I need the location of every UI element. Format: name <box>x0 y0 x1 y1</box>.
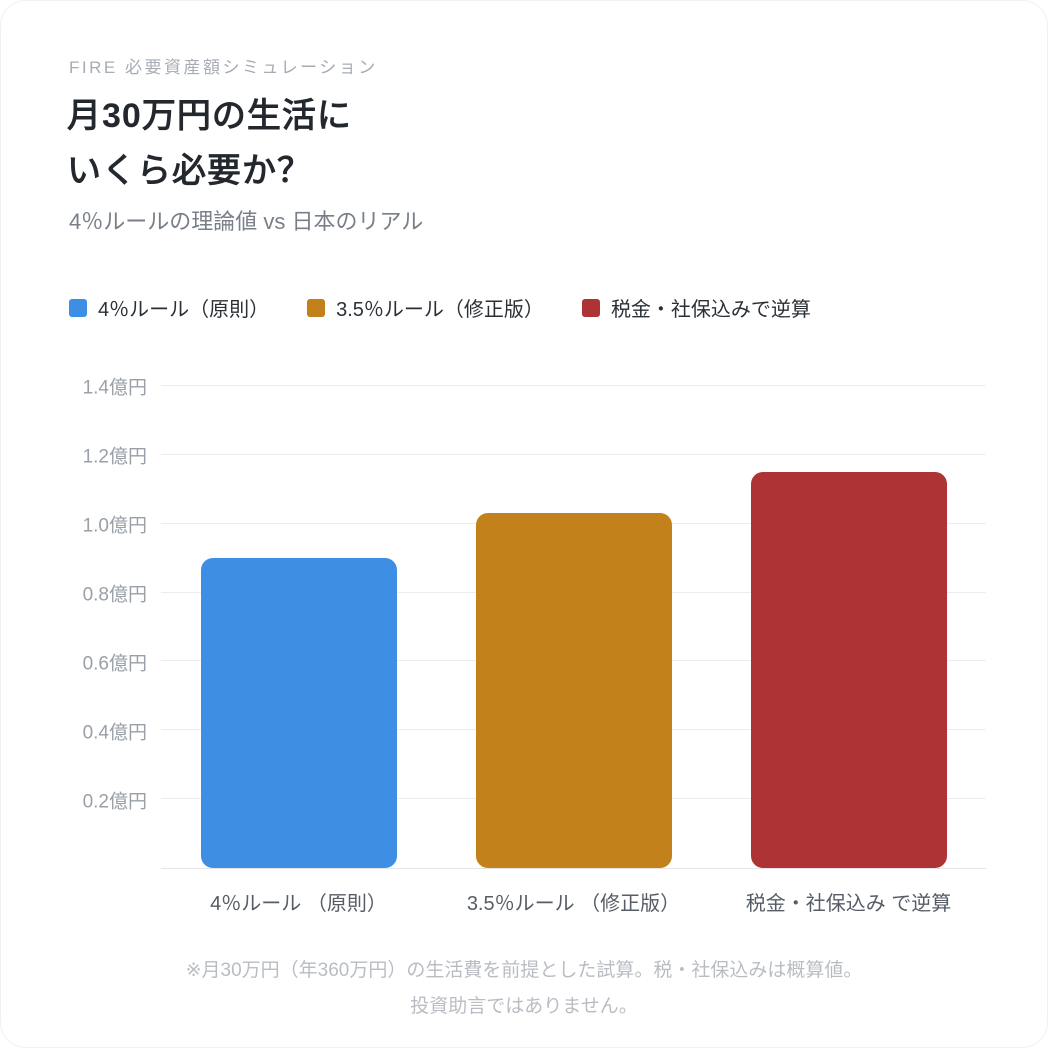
x-category-label-2: 税金・社保込み で逆算 <box>745 893 952 915</box>
eyebrow: FIRE 必要資産額シミュレーション <box>69 58 378 77</box>
y-tick-label: 1.0億円 <box>82 515 147 537</box>
plot-area <box>161 385 986 869</box>
x-category-label-1: 3.5％ルール （修正版） <box>466 893 681 915</box>
legend-item-0[interactable]: 4％ルール（原則） <box>69 293 269 322</box>
bar-slot <box>161 386 436 868</box>
y-tick-label: 1.2億円 <box>82 446 147 468</box>
bar-1[interactable] <box>475 513 672 868</box>
y-tick-label: 0.8億円 <box>82 584 147 606</box>
x-axis-labels: 4％ルール （原則） 3.5％ルール （修正版） 税金・社保込み で逆算 <box>161 887 986 916</box>
legend-swatch-icon <box>581 298 600 317</box>
legend-label: 税金・社保込みで逆算 <box>610 299 811 321</box>
legend-item-1[interactable]: 3.5％ルール（修正版） <box>307 293 544 322</box>
bar-slot <box>436 386 711 868</box>
legend-label: 3.5％ルール（修正版） <box>336 299 544 321</box>
gridline <box>161 385 986 386</box>
y-tick-label: 0.6億円 <box>82 653 147 675</box>
y-tick-label: 0.2億円 <box>82 791 147 813</box>
legend-swatch-icon <box>69 298 87 317</box>
y-tick-label: 1.4億円 <box>82 377 147 399</box>
subtitle: 4％ルールの理論値 vs 日本のリアル <box>69 209 424 234</box>
bar-2[interactable] <box>750 472 947 868</box>
legend-swatch-icon <box>307 298 326 317</box>
y-axis-labels: 0.2億円 0.4億円 0.6億円 0.8億円 1.0億円 1.2億円 1.4億円 <box>1 378 147 869</box>
y-tick-label: 0.4億円 <box>82 722 147 744</box>
gridline <box>161 453 986 455</box>
page-title: 月30万円の生活に いくら必要か？ <box>67 89 352 199</box>
footnote-line-2: 投資助言ではありません。 <box>410 996 638 1018</box>
legend: 4％ルール（原則） 3.5％ルール（修正版） 税金・社保込みで逆算 <box>69 293 811 322</box>
bars-group <box>161 386 986 868</box>
bar-0[interactable] <box>200 558 397 868</box>
legend-item-2[interactable]: 税金・社保込みで逆算 <box>581 293 811 322</box>
title-line-1: 月30万円の生活に <box>67 97 352 135</box>
title-line-2: いくら必要か？ <box>67 152 312 191</box>
x-category-label-0: 4％ルール （原則） <box>210 893 387 915</box>
footnote-line-1: ※月30万円（年360万円）の生活費を前提とした試算。税・社保込みは概算値。 <box>185 960 863 981</box>
footnote: ※月30万円（年360万円）の生活費を前提とした試算。税・社保込みは概算値。 投… <box>1 953 1047 1025</box>
legend-label: 4％ルール（原則） <box>98 299 270 321</box>
bar-slot <box>711 386 986 868</box>
